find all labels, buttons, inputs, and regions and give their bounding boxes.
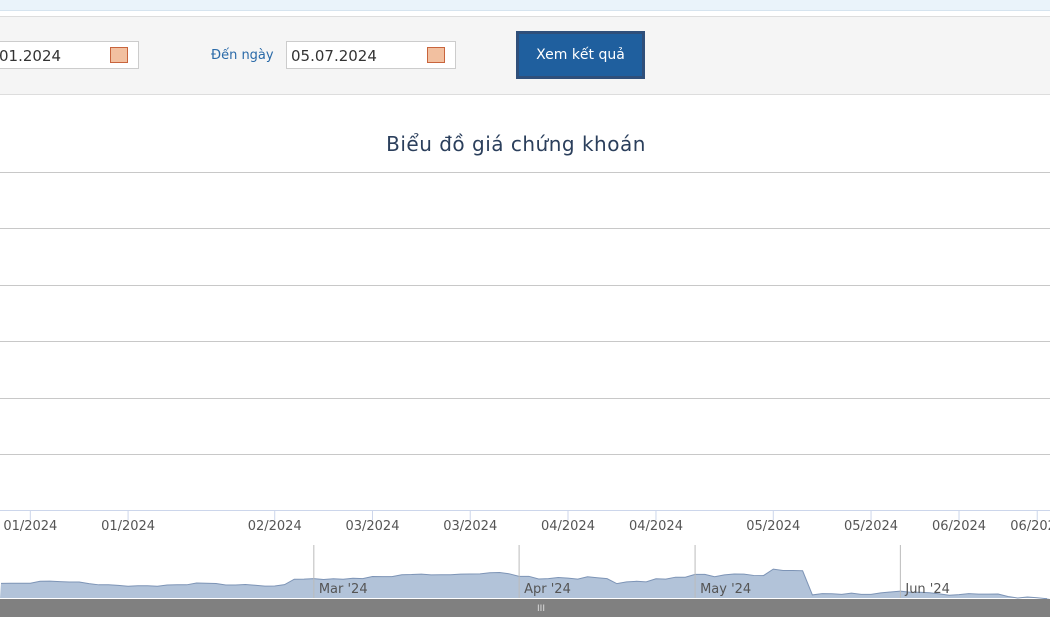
- date-form: 01.2024 Đến ngày 05.07.2024 Xem kết quả: [0, 16, 1050, 95]
- scrollbar[interactable]: [0, 599, 1050, 617]
- x-tick-label: 03/2024: [345, 519, 399, 534]
- navigator-line: [0, 568, 1048, 600]
- x-tick-label: 01/2024: [101, 519, 155, 534]
- calendar-icon[interactable]: [427, 47, 445, 63]
- navigator-area: [0, 569, 1050, 599]
- x-tick-label: 04/2024: [541, 519, 595, 534]
- navigator-label: Jun '24: [904, 582, 950, 597]
- x-tick-label: 05/2024: [844, 519, 898, 534]
- calendar-icon[interactable]: [110, 47, 128, 63]
- submit-button[interactable]: Xem kết quả: [516, 31, 645, 79]
- from-date: 01.2024: [0, 47, 62, 65]
- x-tick-label: 06/2024: [932, 519, 986, 534]
- to-date-input[interactable]: 05.07.2024: [286, 41, 456, 69]
- x-tick-label: 06/2024: [1010, 519, 1050, 534]
- x-tick-label: 04/2024: [629, 519, 683, 534]
- x-tick-label: 01/2024: [3, 519, 57, 534]
- to-label: Đến ngày: [211, 48, 274, 63]
- navigator-bg: [0, 545, 1050, 598]
- scrollbar-grip[interactable]: III: [537, 604, 545, 614]
- from-date-input[interactable]: 01.2024: [0, 41, 139, 69]
- navigator-label: Apr '24: [524, 582, 571, 597]
- x-tick-label: 05/2024: [746, 519, 800, 534]
- x-tick-label: 03/2024: [443, 519, 497, 534]
- to-date: 05.07.2024: [291, 47, 377, 65]
- navigator-label: May '24: [700, 582, 751, 597]
- navigator-label: Mar '24: [319, 582, 368, 597]
- top-strip: [0, 0, 1050, 11]
- chart-title: Biểu đồ giá chứng khoán: [386, 132, 646, 156]
- x-tick-label: 02/2024: [248, 519, 302, 534]
